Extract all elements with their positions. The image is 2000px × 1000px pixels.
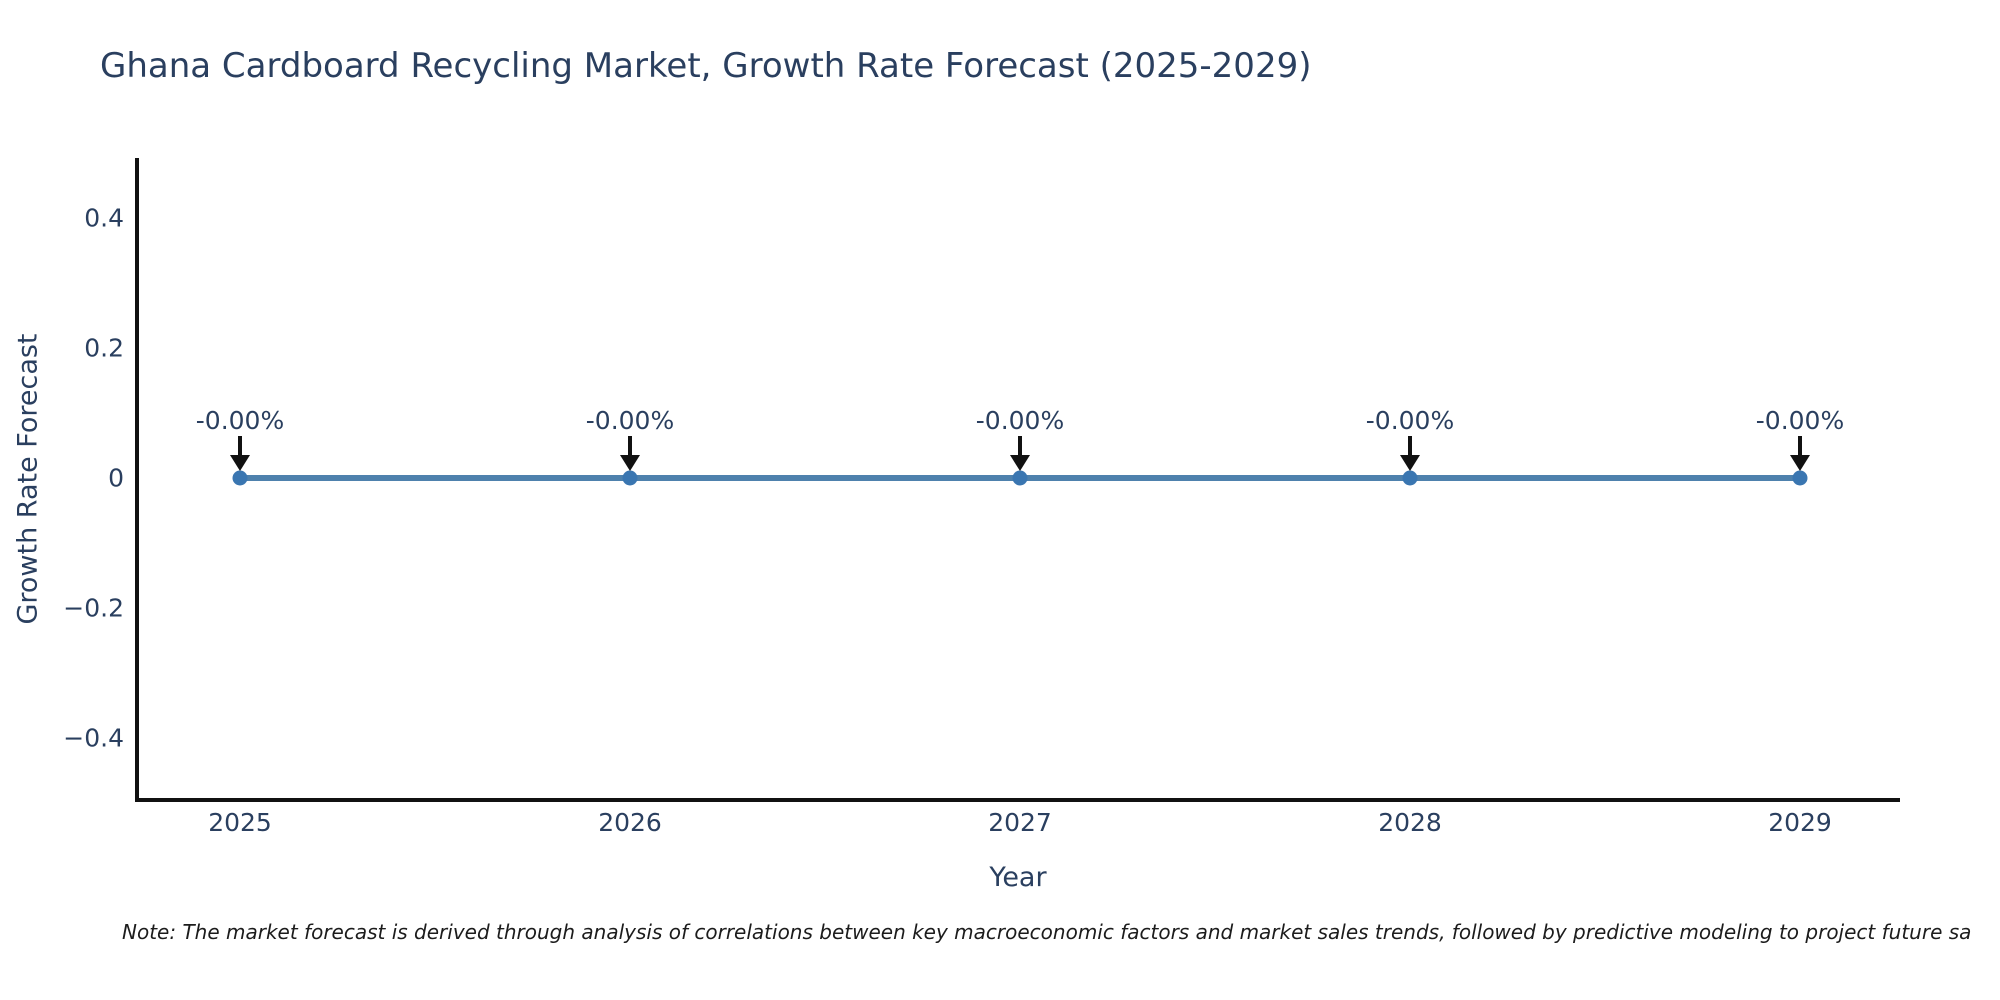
annotation-arrowhead-icon	[620, 455, 640, 471]
x-axis-title: Year	[989, 862, 1047, 893]
chart-title: Ghana Cardboard Recycling Market, Growth…	[100, 46, 1312, 86]
x-tick-label: 2026	[598, 808, 662, 837]
data-point-marker	[1402, 470, 1418, 486]
y-axis-title: Growth Rate Forecast	[12, 333, 44, 625]
point-annotation: -0.00%	[1365, 406, 1455, 435]
point-annotation: -0.00%	[975, 406, 1065, 435]
annotation-arrow-icon	[628, 436, 632, 458]
y-tick-label: −0.4	[63, 723, 124, 753]
y-tick-label: 0.4	[84, 203, 124, 233]
x-tick-label: 2025	[208, 808, 272, 837]
x-axis-line	[135, 798, 1900, 802]
y-axis-line	[135, 158, 139, 802]
data-point-marker	[1792, 470, 1808, 486]
data-point-marker	[232, 470, 248, 486]
annotation-arrow-icon	[1018, 436, 1022, 458]
annotation-arrowhead-icon	[230, 455, 250, 471]
x-tick-label: 2027	[988, 808, 1052, 837]
data-point-marker	[622, 470, 638, 486]
annotation-arrow-icon	[1408, 436, 1412, 458]
y-tick-label: 0.2	[84, 333, 124, 363]
annotation-arrowhead-icon	[1790, 455, 1810, 471]
annotation-arrowhead-icon	[1400, 455, 1420, 471]
point-annotation: -0.00%	[1755, 406, 1845, 435]
y-tick-label: −0.2	[63, 593, 124, 623]
point-annotation: -0.00%	[195, 406, 285, 435]
annotation-arrow-icon	[1798, 436, 1802, 458]
y-tick-label: 0	[108, 463, 124, 493]
annotation-arrow-icon	[238, 436, 242, 458]
point-annotation: -0.00%	[585, 406, 675, 435]
data-point-marker	[1012, 470, 1028, 486]
footnote: Note: The market forecast is derived thr…	[122, 920, 1972, 944]
x-tick-label: 2028	[1378, 808, 1442, 837]
annotation-arrowhead-icon	[1010, 455, 1030, 471]
x-tick-label: 2029	[1768, 808, 1832, 837]
